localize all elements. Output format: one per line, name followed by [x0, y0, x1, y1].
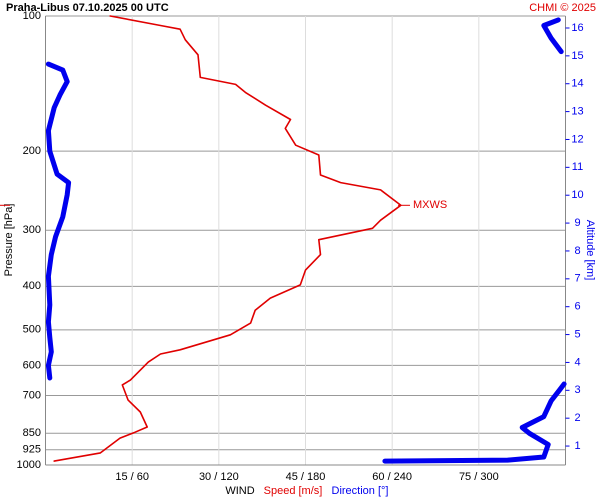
- y2-tick-label: 2: [574, 412, 580, 424]
- legend-entry: Speed [m/s]: [264, 485, 323, 497]
- y2-tick-label: 1: [574, 440, 580, 452]
- speed-line: [53, 15, 402, 462]
- chart-title: Praha-Libus 07.10.2025 00 UTC: [6, 2, 169, 14]
- y-tick-label: 1000: [17, 459, 41, 471]
- y-tick-label: 600: [23, 359, 41, 371]
- y2-tick-label: 6: [574, 301, 580, 313]
- y-axis-label: Pressure [hPa]: [3, 204, 15, 277]
- y2-axis-label: Altitude [km]: [584, 220, 596, 281]
- y2-tick-label: 8: [574, 245, 580, 257]
- x-tick-label: 45 / 180: [286, 471, 326, 483]
- y-tick-label: 850: [23, 427, 41, 439]
- x-tick-label: 75 / 300: [459, 471, 499, 483]
- y-tick-label: 200: [23, 145, 41, 157]
- y-tick-label: 400: [23, 280, 41, 292]
- x-tick-label: 60 / 240: [372, 471, 412, 483]
- x-axis-label: WIND: [225, 485, 254, 497]
- y2-tick-label: 12: [571, 133, 583, 145]
- y2-tick-label: 13: [571, 106, 583, 118]
- x-tick-label: 15 / 60: [115, 471, 149, 483]
- y2-tick-label: 3: [574, 384, 580, 396]
- legend-entry: Direction [°]: [332, 485, 389, 497]
- y2-tick-label: 5: [574, 328, 580, 340]
- y-tick-label: 700: [23, 389, 41, 401]
- y2-tick-label: 7: [574, 273, 580, 285]
- y-tick-label: 100: [23, 10, 41, 22]
- y2-tick-label: 14: [571, 78, 583, 90]
- y2-tick-label: 10: [571, 189, 583, 201]
- y-tick-label: 300: [23, 224, 41, 236]
- y2-tick-label: 4: [574, 356, 580, 368]
- y2-tick-label: 11: [572, 161, 583, 173]
- y2-tick-label: 15: [571, 50, 583, 62]
- x-tick-label: 30 / 120: [199, 471, 239, 483]
- credit: CHMI © 2025: [529, 2, 596, 14]
- y-tick-label: 500: [23, 324, 41, 336]
- y2-tick-label: 9: [574, 217, 580, 229]
- y2-tick-label: 16: [571, 22, 583, 34]
- annotation: MXWS: [413, 199, 447, 211]
- y-tick-label: 925: [23, 444, 41, 456]
